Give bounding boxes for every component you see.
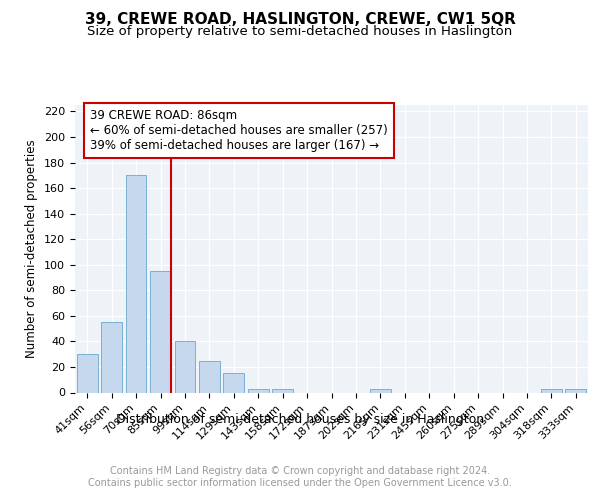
Bar — [541, 388, 562, 392]
Bar — [248, 388, 269, 392]
Text: Contains public sector information licensed under the Open Government Licence v3: Contains public sector information licen… — [88, 478, 512, 488]
Text: Distribution of semi-detached houses by size in Haslington: Distribution of semi-detached houses by … — [116, 412, 484, 426]
Bar — [199, 360, 220, 392]
Bar — [175, 342, 196, 392]
Text: Contains HM Land Registry data © Crown copyright and database right 2024.: Contains HM Land Registry data © Crown c… — [110, 466, 490, 476]
Bar — [223, 374, 244, 392]
Bar — [272, 388, 293, 392]
Bar — [77, 354, 98, 393]
Bar — [150, 271, 171, 392]
Y-axis label: Number of semi-detached properties: Number of semi-detached properties — [25, 140, 38, 358]
Text: Size of property relative to semi-detached houses in Haslington: Size of property relative to semi-detach… — [88, 25, 512, 38]
Text: 39, CREWE ROAD, HASLINGTON, CREWE, CW1 5QR: 39, CREWE ROAD, HASLINGTON, CREWE, CW1 5… — [85, 12, 515, 28]
Bar — [565, 388, 586, 392]
Bar — [101, 322, 122, 392]
Bar — [125, 176, 146, 392]
Bar — [370, 388, 391, 392]
Text: 39 CREWE ROAD: 86sqm
← 60% of semi-detached houses are smaller (257)
39% of semi: 39 CREWE ROAD: 86sqm ← 60% of semi-detac… — [90, 109, 388, 152]
